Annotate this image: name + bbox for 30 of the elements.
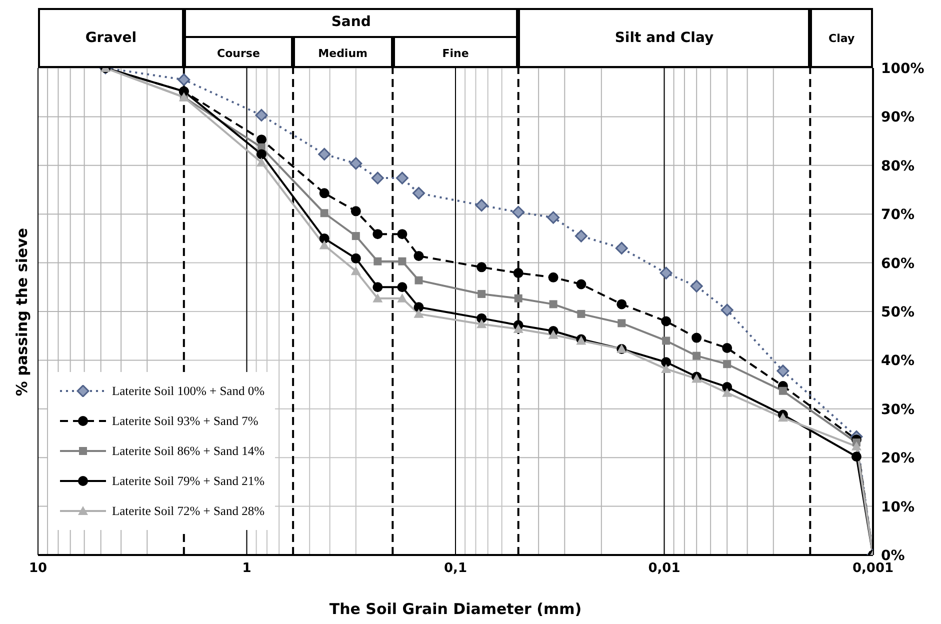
x-tick-label: 0,1	[444, 561, 468, 576]
band-label: Fine	[392, 38, 518, 68]
band-label: Medium	[293, 38, 393, 68]
band-label: Sand	[184, 8, 518, 38]
y-tick-label: 100%	[881, 60, 924, 77]
legend-label: Laterite Soil 100% + Sand 0%	[112, 384, 265, 398]
band-label: Course	[184, 38, 294, 68]
y-tick-label: 0%	[881, 548, 905, 564]
x-tick-label: 0,001	[852, 561, 894, 576]
y-tick-label: 60%	[881, 256, 915, 272]
y-tick-label: 80%	[881, 158, 915, 174]
x-axis-title: The Soil Grain Diameter (mm)	[329, 600, 582, 618]
band-label: Gravel	[38, 8, 184, 68]
x-tick-label: 10	[28, 561, 48, 576]
x-tick-label: 1	[242, 561, 252, 576]
band-label: Silt and Clay	[518, 8, 810, 68]
y-tick-label: 70%	[881, 207, 915, 224]
y-axis-title: % passing the sieve	[13, 227, 31, 396]
y-tick-label: 40%	[881, 353, 915, 370]
y-tick-label: 20%	[881, 450, 915, 467]
x-tick-label: 0,01	[648, 561, 680, 576]
band-label: Clay	[810, 8, 873, 68]
legend-label: Laterite Soil 79% + Sand 21%	[112, 474, 265, 488]
y-tick-label: 50%	[881, 304, 915, 320]
y-tick-label: 90%	[881, 110, 915, 126]
y-tick-label: 10%	[881, 499, 915, 516]
y-tick-label: 30%	[881, 402, 915, 418]
legend-label: Laterite Soil 93% + Sand 7%	[112, 414, 258, 428]
legend-label: Laterite Soil 72% + Sand 28%	[112, 504, 265, 518]
legend-label: Laterite Soil 86% + Sand 14%	[112, 444, 265, 458]
